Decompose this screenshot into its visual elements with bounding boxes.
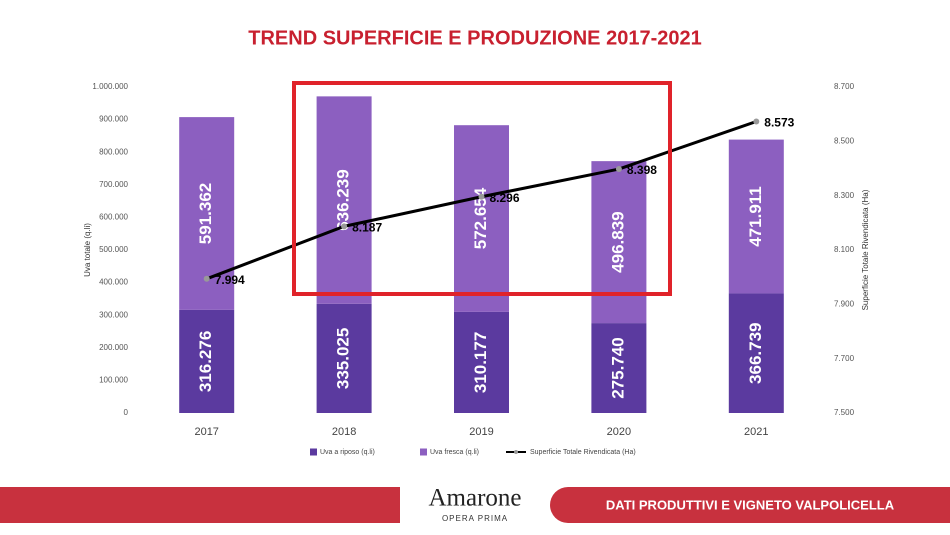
bar-value-label: 471.911 [746, 186, 765, 247]
y-axis-label: Uva totale (q.li) [83, 223, 92, 277]
bar-value-label: 366.739 [746, 322, 765, 383]
bar-value-label: 275.740 [608, 337, 627, 398]
line-point [753, 118, 760, 125]
line-value-label: 8.296 [490, 191, 520, 205]
y-tick-label: 500.000 [99, 245, 128, 254]
x-tick-label: 2018 [332, 426, 356, 438]
legend-label: Uva fresca (q.li) [430, 449, 479, 456]
brand-subtitle: OPERA PRIMA [442, 514, 508, 523]
bar [591, 323, 647, 413]
line-value-label: 8.398 [627, 163, 657, 177]
y-tick-label: 600.000 [99, 213, 128, 222]
brand: Amarone [428, 485, 521, 512]
x-tick-label: 2020 [607, 426, 631, 438]
legend-swatch [310, 448, 317, 456]
bar-value-label: 572.654 [471, 187, 490, 249]
y2-tick-label: 7.900 [834, 299, 855, 308]
footer-pill [550, 487, 950, 523]
line-point [203, 275, 210, 282]
y-tick-label: 900.000 [99, 115, 128, 124]
footer-section: DATI PRODUTTIVI E VIGNETO VALPOLICELLA [606, 497, 895, 512]
line-point [341, 223, 348, 230]
legend-label: Uva a riposo (q.li) [320, 449, 375, 456]
plot: 0 100.000 200.000 300.000 400.000 500.000 600.… [92, 82, 854, 456]
highlight-box [292, 81, 672, 296]
y2-tick-label: 8.500 [834, 136, 855, 145]
bar-value-label: 636.239 [334, 169, 353, 230]
legend-label: Superficie Totale Rivendicata (Ha) [530, 449, 636, 456]
line-value-label: 7.994 [215, 273, 245, 287]
y-tick-label: 300.000 [99, 310, 128, 319]
bar [454, 125, 509, 312]
footer-band [0, 487, 400, 523]
y-tick-label: 100.000 [99, 376, 128, 385]
y2-tick-label: 8.100 [834, 245, 855, 254]
bar-value-label: 335.025 [334, 328, 353, 389]
chart-title: TREND SUPERFICIE E PRODUZIONE 2017-2021 [248, 27, 701, 49]
x-tick-label: 2021 [744, 426, 768, 438]
bar [591, 161, 647, 324]
bar [316, 96, 372, 304]
y2-tick-label: 7.500 [834, 408, 855, 417]
y-tick-label: 0 [124, 408, 129, 417]
line-point [478, 193, 485, 200]
y-tick-label: 200.000 [99, 343, 128, 352]
bar [454, 311, 509, 413]
bar [728, 139, 784, 294]
y2-tick-label: 7.700 [834, 354, 855, 363]
y2-axis-label: Superficie Totale Rivendicata (Ha) [861, 189, 870, 310]
legend-swatch [420, 448, 427, 456]
y-tick-label: 800.000 [99, 147, 128, 156]
bar-value-label: 591.362 [196, 183, 215, 244]
y2-tick-label: 8.300 [834, 191, 855, 200]
bar [316, 303, 372, 413]
y-tick-label: 400.000 [99, 278, 128, 287]
y2-tick-label: 8.700 [834, 82, 855, 91]
line-value-label: 8.187 [352, 221, 382, 235]
x-tick-label: 2019 [469, 426, 493, 438]
legend-swatch [514, 450, 518, 454]
bar-value-label: 496.839 [608, 211, 627, 272]
line-point [615, 166, 622, 173]
x-tick-label: 2017 [194, 426, 218, 438]
y-tick-label: 1.000.000 [92, 82, 128, 91]
bar-value-label: 316.276 [196, 331, 215, 392]
y-tick-label: 700.000 [99, 180, 128, 189]
line-value-label: 8.573 [764, 116, 794, 130]
bar [179, 309, 235, 413]
bar-value-label: 310.177 [471, 332, 490, 393]
bar [728, 293, 784, 413]
